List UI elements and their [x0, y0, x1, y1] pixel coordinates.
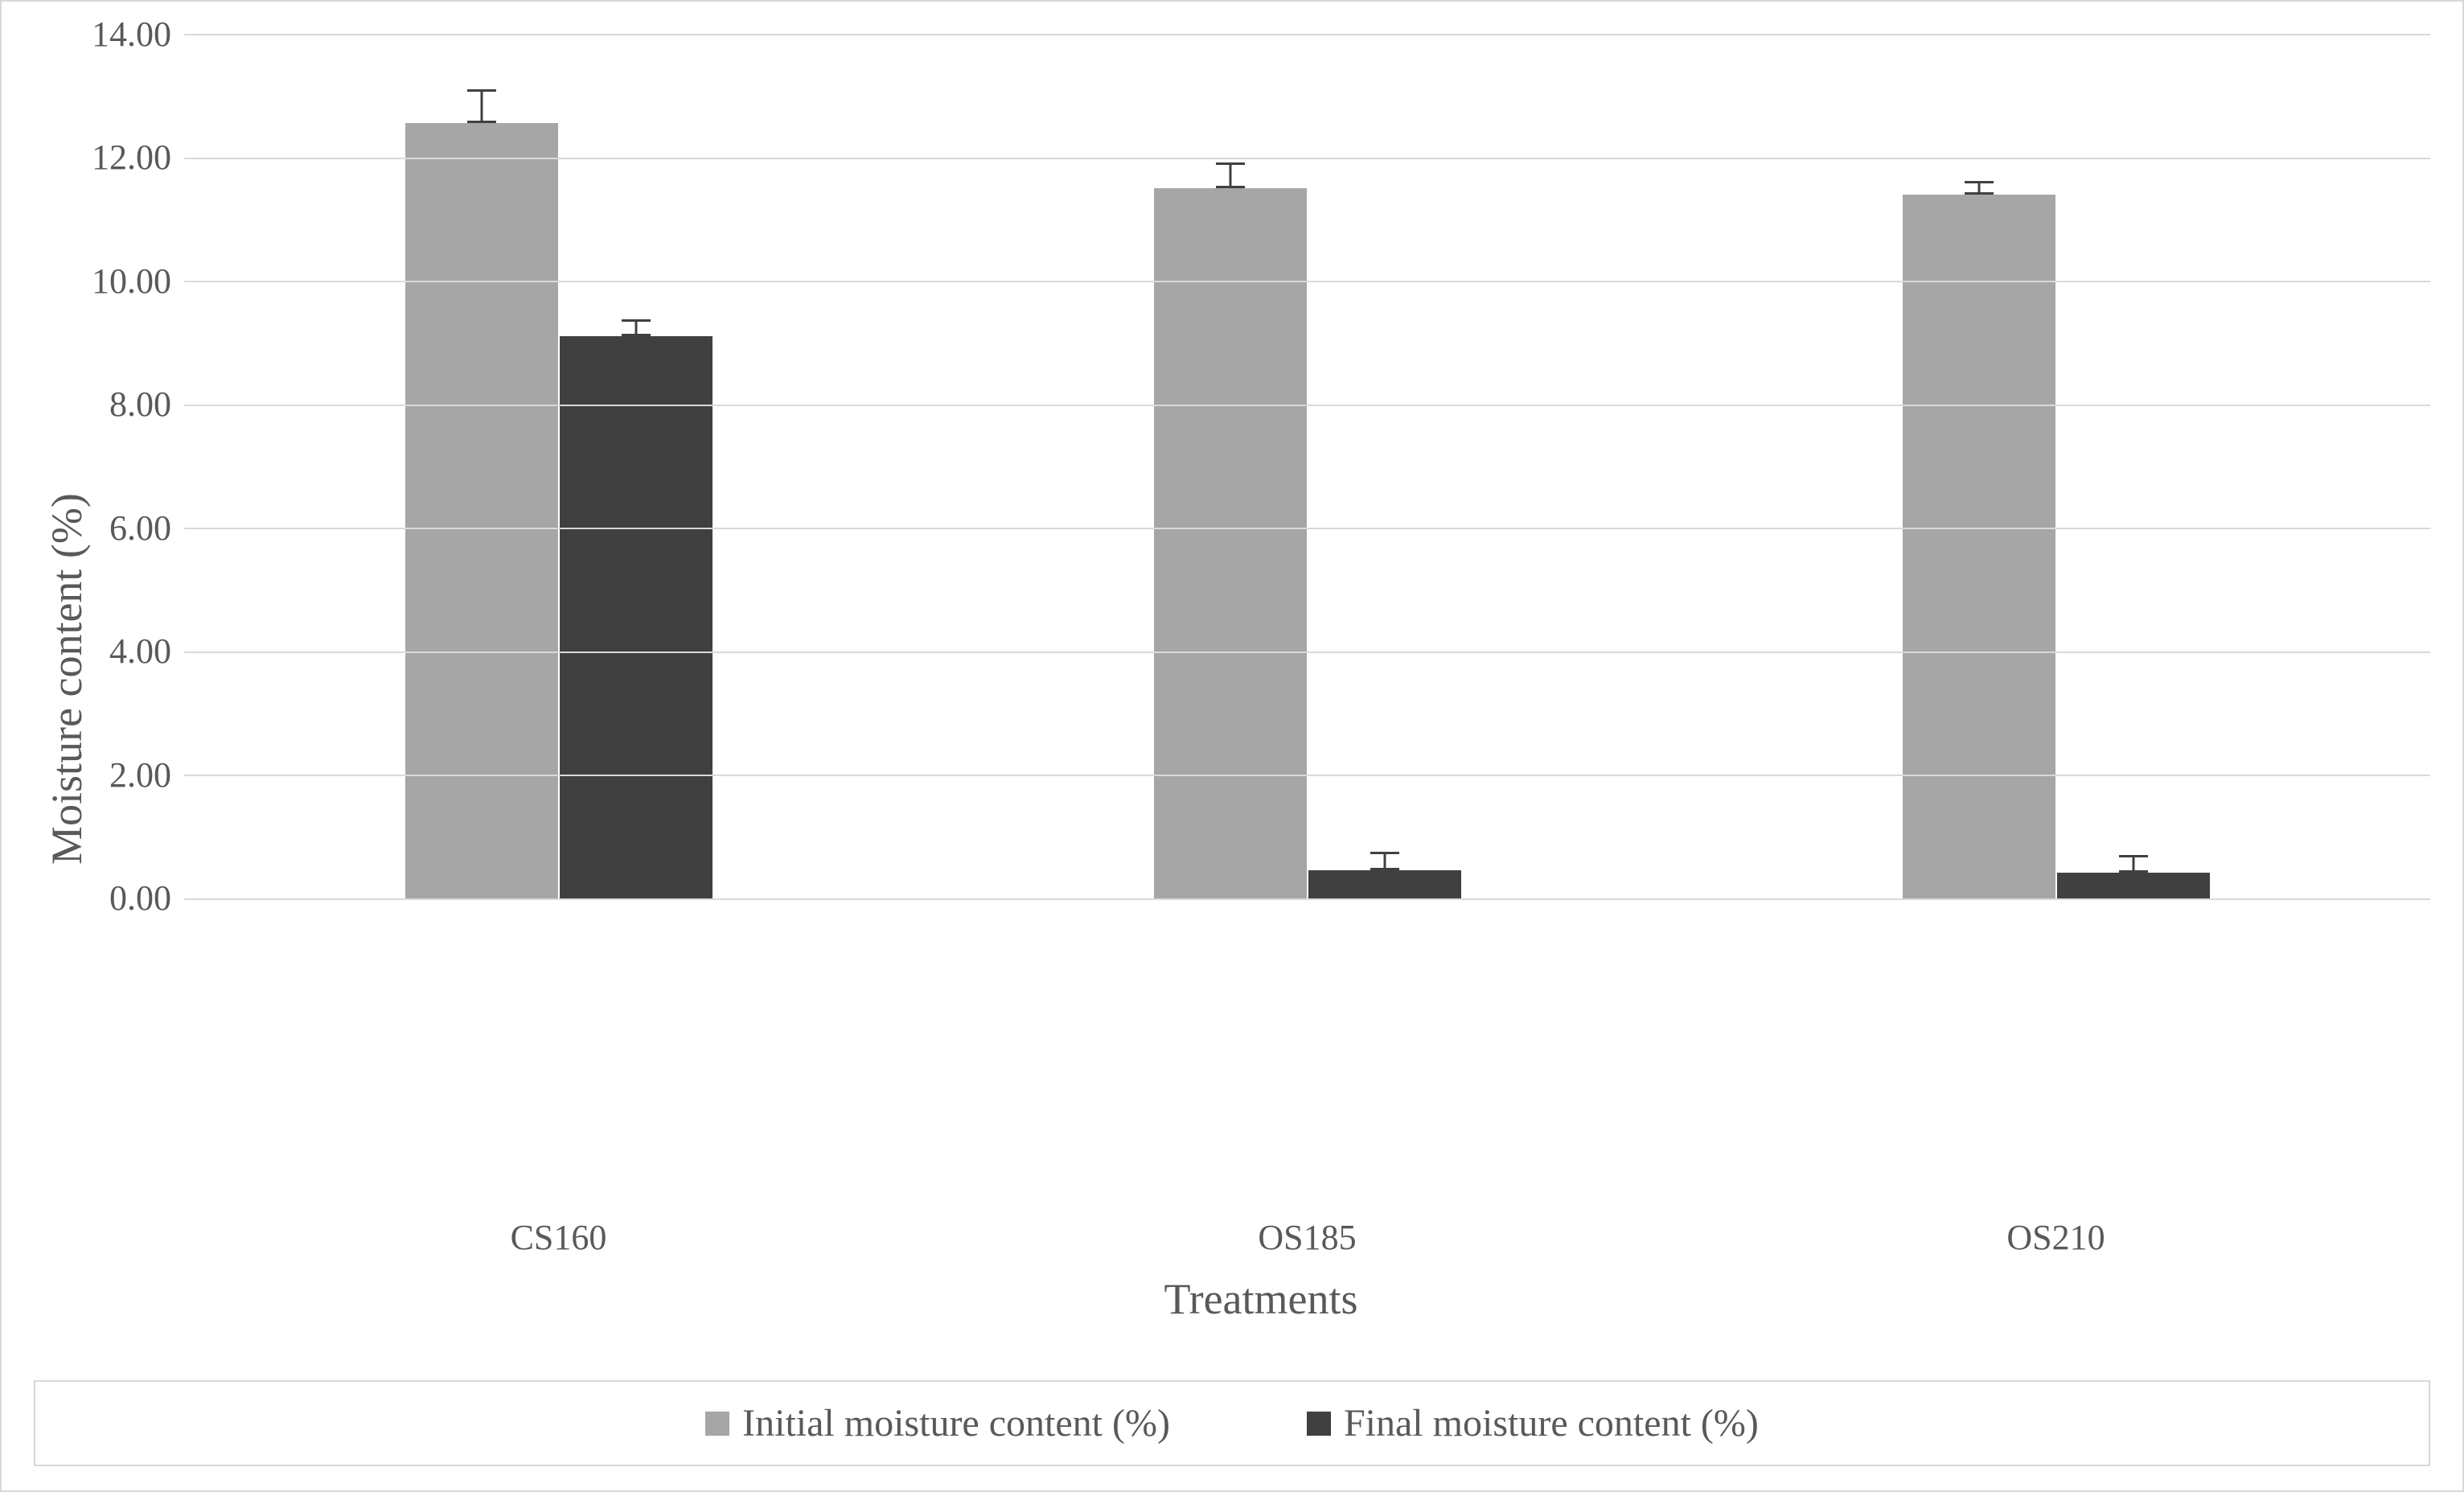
legend-item: Initial moisture content (%) — [705, 1401, 1170, 1445]
error-bar — [1370, 852, 1399, 870]
error-bar — [467, 89, 496, 123]
gridline — [184, 405, 2430, 406]
error-bar — [622, 319, 651, 337]
chart-container: Moisture content (%) 14.0012.0010.008.00… — [0, 0, 2464, 1492]
legend: Initial moisture content (%) Final moistu… — [34, 1380, 2430, 1466]
gridline — [184, 528, 2430, 529]
legend-item: Final moisture content (%) — [1307, 1401, 1759, 1445]
legend-swatch — [705, 1412, 729, 1436]
bar — [2057, 873, 2210, 898]
plot-area — [184, 34, 2430, 900]
error-bar — [1965, 181, 1994, 195]
gridline — [184, 34, 2430, 35]
bar — [560, 336, 713, 898]
bar — [1903, 195, 2055, 898]
legend-swatch — [1307, 1412, 1331, 1436]
bar — [1308, 870, 1461, 898]
gridline — [184, 158, 2430, 159]
bar-group — [405, 123, 713, 898]
bar-group — [1154, 188, 1461, 898]
bar-group — [1903, 195, 2210, 898]
error-bar — [1216, 162, 1245, 188]
plot-row: 14.0012.0010.008.006.004.002.000.00 — [92, 34, 2430, 1202]
plot-column: 14.0012.0010.008.006.004.002.000.00 CS16… — [92, 34, 2430, 1324]
y-axis-label: Moisture content (%) — [34, 34, 92, 1324]
y-tick-labels: 14.0012.0010.008.006.004.002.000.00 — [92, 34, 184, 898]
chart-main: Moisture content (%) 14.0012.0010.008.00… — [34, 34, 2430, 1324]
legend-label: Initial moisture content (%) — [742, 1401, 1170, 1445]
bars-layer — [184, 34, 2430, 898]
gridline — [184, 651, 2430, 653]
gridline — [184, 281, 2430, 282]
x-tick-label: CS160 — [405, 1217, 713, 1258]
x-tick-label: OS210 — [1903, 1217, 2210, 1258]
bar — [1154, 188, 1307, 898]
x-axis-label: Treatments — [92, 1274, 2430, 1324]
x-tick-labels: CS160 OS185 OS210 — [184, 1217, 2430, 1258]
legend-label: Final moisture content (%) — [1344, 1401, 1759, 1445]
gridline — [184, 775, 2430, 776]
x-tick-label: OS185 — [1154, 1217, 1461, 1258]
error-bar — [2119, 855, 2148, 873]
bar — [405, 123, 558, 898]
